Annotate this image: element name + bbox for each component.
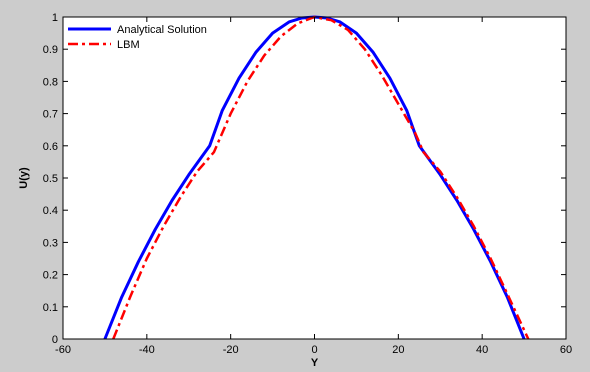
- y-tick-label: 0.9: [43, 44, 58, 56]
- plot-area: [63, 17, 566, 339]
- x-tick-label: -20: [223, 344, 239, 356]
- x-axis: -60 -40 -20 0 20 40 60: [55, 17, 572, 356]
- y-axis-label: U(y): [18, 167, 30, 189]
- y-tick-label: 0.8: [43, 76, 58, 88]
- y-tick-label: 0.4: [43, 205, 58, 217]
- x-tick-label: 40: [476, 344, 488, 356]
- y-tick-label: 0.6: [43, 141, 58, 153]
- series-line-lbm: [112, 15, 530, 340]
- x-axis-label: Y: [311, 357, 319, 369]
- y-tick-label: 0.2: [43, 270, 58, 282]
- y-axis: 0 0.1 0.2 0.3 0.4 0.5 0.6 0.7 0.8 0.9 1: [43, 12, 566, 346]
- y-tick-label: 1: [52, 12, 58, 24]
- y-tick-label: 0: [52, 334, 58, 346]
- x-tick-label: 0: [311, 344, 317, 356]
- legend-label-analytical: Analytical Solution: [117, 24, 207, 36]
- legend-label-lbm: LBM: [117, 39, 140, 51]
- y-tick-label: 0.7: [43, 109, 58, 121]
- x-tick-label: 20: [392, 344, 404, 356]
- y-tick-label: 0.5: [43, 173, 58, 185]
- y-tick-label: 0.3: [43, 237, 58, 249]
- x-tick-label: -40: [139, 344, 155, 356]
- y-tick-label: 0.1: [43, 302, 58, 314]
- x-tick-label: 60: [560, 344, 572, 356]
- x-tick-label: -60: [55, 344, 71, 356]
- legend: Analytical Solution LBM: [68, 24, 207, 51]
